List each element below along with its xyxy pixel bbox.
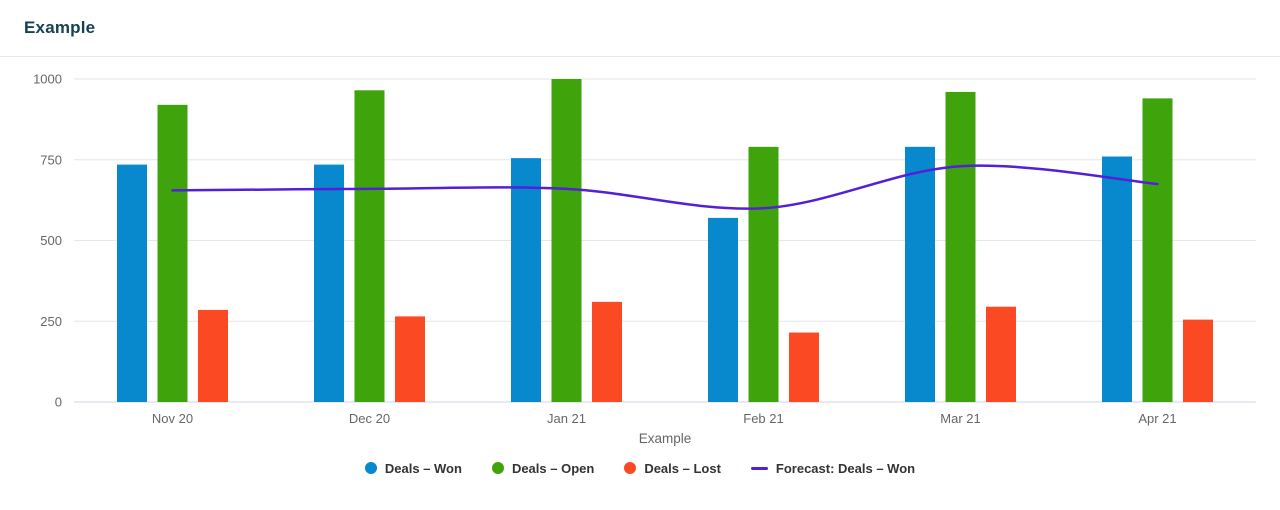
legend-item-deals-open[interactable]: Deals – Open bbox=[491, 460, 595, 476]
legend-label: Forecast: Deals – Won bbox=[775, 460, 916, 476]
legend-item-deals-lost[interactable]: Deals – Lost bbox=[624, 461, 721, 476]
bar-deals-open-nov-20[interactable] bbox=[157, 104, 188, 402]
legend-line-icon bbox=[750, 466, 768, 470]
bar-deals-lost-feb-21[interactable] bbox=[789, 332, 819, 402]
y-axis-tick-label: 1000 bbox=[33, 72, 62, 87]
bar-deals-open-apr-21[interactable] bbox=[1142, 98, 1173, 402]
chart-legend: Deals – Won Deals – Open Deals – Lost Forec… bbox=[0, 455, 1280, 481]
bar-deals-lost-mar-21[interactable] bbox=[986, 306, 1016, 402]
bar-deals-won-mar-21[interactable] bbox=[905, 146, 935, 402]
bar-deals-won-apr-21[interactable] bbox=[1102, 156, 1132, 402]
y-axis-tick-label: 750 bbox=[40, 152, 62, 167]
x-axis-tick-label: Feb 21 bbox=[743, 411, 783, 426]
bar-deals-won-dec-20[interactable] bbox=[314, 164, 344, 402]
chart-title: Example bbox=[24, 18, 96, 37]
bar-deals-open-dec-20[interactable] bbox=[354, 90, 385, 403]
chart-header: Example bbox=[0, 0, 1280, 57]
bar-deals-lost-dec-20[interactable] bbox=[395, 316, 425, 402]
x-axis-tick-label: Nov 20 bbox=[152, 411, 193, 426]
x-axis-tick-label: Dec 20 bbox=[349, 411, 390, 426]
forecast-line[interactable] bbox=[171, 164, 1159, 210]
x-axis-tick-label: Apr 21 bbox=[1138, 411, 1176, 426]
x-axis-tick-label: Mar 21 bbox=[940, 411, 980, 426]
y-axis-tick-label: 250 bbox=[40, 314, 62, 329]
bar-deals-won-nov-20[interactable] bbox=[117, 164, 147, 402]
y-axis-tick-label: 500 bbox=[40, 233, 62, 248]
bar-deals-lost-apr-21[interactable] bbox=[1183, 319, 1213, 402]
bar-deals-lost-jan-21[interactable] bbox=[592, 301, 622, 402]
bar-deals-open-jan-21[interactable] bbox=[551, 79, 582, 402]
chart-svg: 0 250 500 750 1000 Nov 20 Dec 20 Jan 21 Feb 21 Ma… bbox=[33, 72, 1256, 446]
x-axis-tick-label: Jan 21 bbox=[547, 411, 586, 426]
bar-deals-won-jan-21[interactable] bbox=[511, 158, 541, 402]
x-axis-title: Example bbox=[639, 431, 692, 446]
bar-deals-lost-nov-20[interactable] bbox=[198, 309, 228, 402]
legend-dot-icon bbox=[624, 462, 637, 474]
legend-label: Deals – Open bbox=[511, 460, 595, 476]
legend-dot-icon bbox=[364, 462, 377, 474]
legend-item-forecast-deals-won[interactable]: Forecast: Deals – Won bbox=[750, 460, 916, 476]
legend-label: Deals – Won bbox=[384, 460, 462, 476]
legend-label: Deals – Lost bbox=[644, 460, 721, 476]
legend-item-deals-won[interactable]: Deals – Won bbox=[364, 460, 462, 476]
y-axis-tick-label: 0 bbox=[55, 395, 62, 410]
bar-deals-open-mar-21[interactable] bbox=[945, 91, 976, 403]
chart-plot-area: 0 250 500 750 1000 Nov 20 Dec 20 Jan 21 Feb 21 Ma… bbox=[0, 57, 1280, 449]
bar-deals-open-feb-21[interactable] bbox=[748, 146, 779, 402]
bar-deals-won-feb-21[interactable] bbox=[708, 217, 738, 402]
legend-dot-icon bbox=[491, 462, 504, 474]
